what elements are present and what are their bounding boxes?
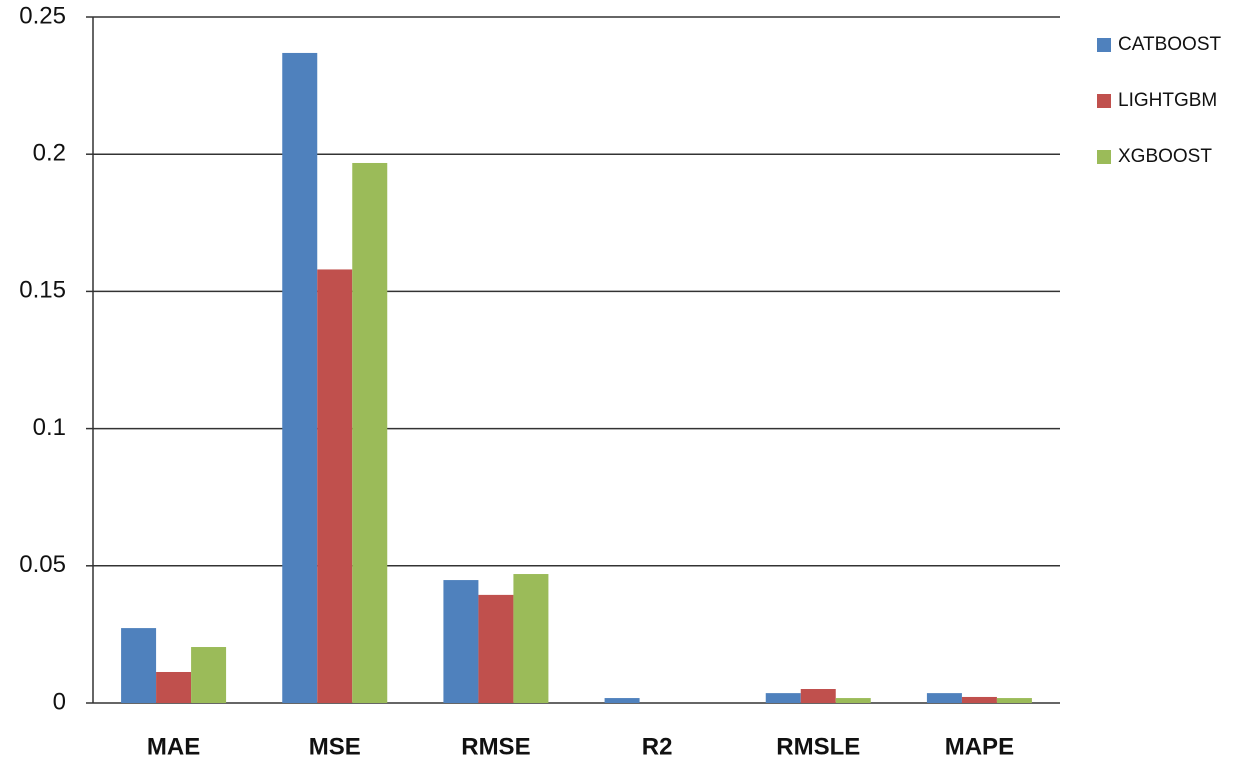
x-tick-label: RMSE — [461, 733, 530, 760]
y-tick-label: 0.15 — [19, 277, 66, 304]
bar — [835, 698, 871, 703]
bar — [765, 693, 801, 703]
bar — [443, 580, 479, 703]
x-tick-label: MSE — [309, 733, 361, 760]
bar — [800, 689, 836, 703]
y-tick-label: 0.1 — [33, 414, 66, 441]
y-tick-label: 0.05 — [19, 551, 66, 578]
x-tick-label: R2 — [642, 733, 673, 760]
bar — [961, 696, 997, 703]
bar — [996, 698, 1032, 703]
bar — [352, 162, 388, 703]
x-tick-label: RMSLE — [776, 733, 860, 760]
x-tick-label: MAPE — [945, 733, 1014, 760]
bar — [513, 574, 549, 703]
legend-label: XGBOOST — [1118, 146, 1212, 167]
y-tick-label: 0 — [53, 688, 66, 715]
bar — [156, 671, 192, 703]
legend-swatch — [1097, 150, 1111, 164]
bar — [191, 647, 227, 703]
bar — [317, 269, 353, 703]
bar — [604, 698, 640, 703]
y-tick-label: 0.2 — [33, 140, 66, 167]
x-tick-label: MAE — [147, 733, 200, 760]
legend-label: CATBOOST — [1118, 34, 1221, 55]
legend-swatch — [1097, 94, 1111, 108]
bar — [282, 52, 318, 703]
legend-swatch — [1097, 38, 1111, 52]
legend-label: LIGHTGBM — [1118, 90, 1217, 111]
bar — [121, 628, 157, 703]
bar — [926, 693, 962, 703]
bar — [478, 594, 514, 703]
y-tick-label: 0.25 — [19, 2, 66, 29]
